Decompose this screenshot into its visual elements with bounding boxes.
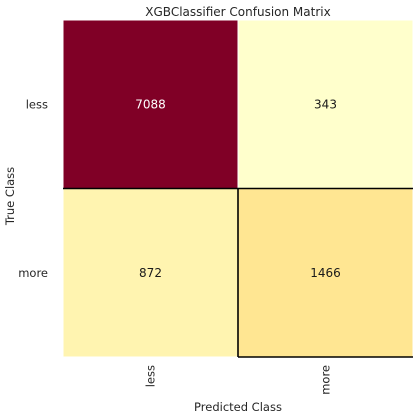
x-axis-label: Predicted Class <box>194 400 282 414</box>
cell-value-more-more: 1466 <box>310 266 341 280</box>
x-tick-label-more: more <box>319 365 333 395</box>
heatmap-cell-labels: 7088 343 872 1466 <box>135 97 341 280</box>
heatmap-cell-less-more <box>237 19 414 189</box>
y-axis-ticks: less more <box>18 97 48 280</box>
x-axis-ticks: less more <box>144 365 333 395</box>
cell-value-less-more: 343 <box>314 97 337 111</box>
y-axis-label: True Class <box>3 167 17 226</box>
heatmap-cell-more-more <box>237 188 414 358</box>
y-tick-label-less: less <box>26 97 48 111</box>
chart-title: XGBClassifier Confusion Matrix <box>145 5 330 19</box>
heatmap-cells <box>62 19 414 358</box>
cell-value-less-less: 7088 <box>135 97 166 111</box>
x-tick-label-less: less <box>144 365 158 387</box>
heatmap-cell-less-less <box>62 19 239 189</box>
y-tick-label-more: more <box>18 266 48 280</box>
cell-value-more-less: 872 <box>139 266 162 280</box>
